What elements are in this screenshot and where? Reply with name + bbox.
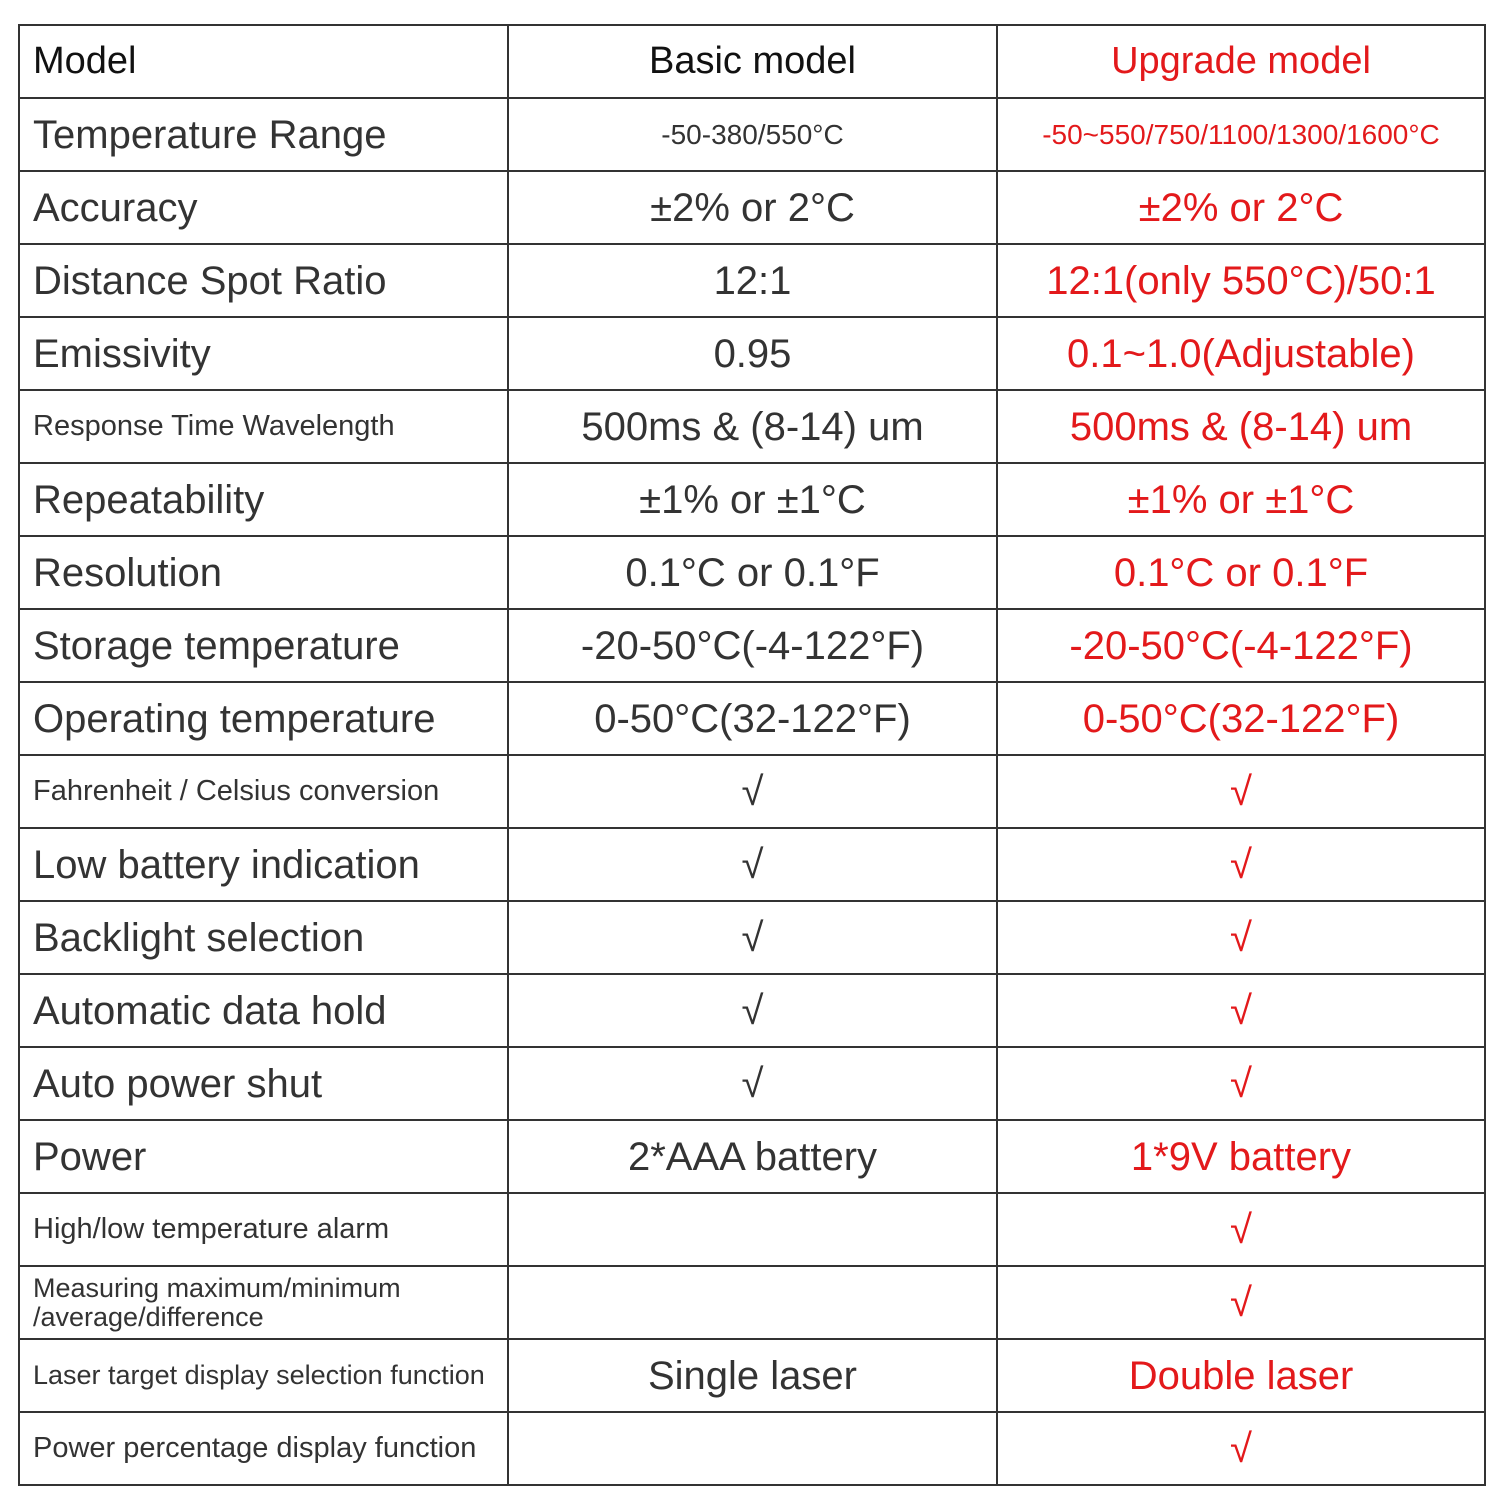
row-label: Storage temperature	[18, 608, 509, 683]
cell: ±2% or 2°C	[507, 170, 998, 245]
cell: Double laser	[996, 1338, 1486, 1413]
row-label: Resolution	[18, 535, 509, 610]
row-label: Temperature Range	[18, 97, 509, 172]
cell: -20-50°C(-4-122°F)	[507, 608, 998, 683]
row-label: Fahrenheit / Celsius conversion	[18, 754, 509, 829]
cell: √	[507, 900, 998, 975]
cell: √	[996, 1411, 1486, 1486]
table-row: Power 2*AAA battery 1*9V battery	[18, 1119, 1486, 1194]
table-row: Low battery indication √ √	[18, 827, 1486, 902]
cell: 0-50°C(32-122°F)	[996, 681, 1486, 756]
row-label: Repeatability	[18, 462, 509, 537]
row-label: Automatic data hold	[18, 973, 509, 1048]
cell: √	[507, 973, 998, 1048]
row-label: Measuring maximum/minimum /average/diffe…	[18, 1265, 509, 1340]
table-row: Distance Spot Ratio 12:1 12:1(only 550°C)/…	[18, 243, 1486, 318]
cell: √	[996, 1265, 1486, 1340]
cell: ±1% or ±1°C	[507, 462, 998, 537]
cell: 12:1(only 550°C)/50:1	[996, 243, 1486, 318]
cell: 2*AAA battery	[507, 1119, 998, 1194]
header-cell: Basic model	[507, 24, 998, 99]
cell: 500ms & (8-14) um	[507, 389, 998, 464]
cell	[507, 1411, 998, 1486]
cell: 0.1°C or 0.1°F	[507, 535, 998, 610]
cell: √	[996, 973, 1486, 1048]
table-row: Auto power shut √ √	[18, 1046, 1486, 1121]
cell: √	[996, 900, 1486, 975]
cell: √	[507, 754, 998, 829]
row-label: Laser target display selection function	[18, 1338, 509, 1413]
row-label: Response Time Wavelength	[18, 389, 509, 464]
cell: 1*9V battery	[996, 1119, 1486, 1194]
row-label: Accuracy	[18, 170, 509, 245]
table-row: Temperature Range -50-380/550°C -50~550/75…	[18, 97, 1486, 172]
cell	[507, 1265, 998, 1340]
row-label: Power percentage display function	[18, 1411, 509, 1486]
row-label: Distance Spot Ratio	[18, 243, 509, 318]
row-label: Low battery indication	[18, 827, 509, 902]
table-row: Power percentage display function √	[18, 1411, 1486, 1486]
table-body: Model Basic model Upgrade model Temperat…	[18, 24, 1486, 1486]
table-row: Response Time Wavelength 500ms & (8-14) u…	[18, 389, 1486, 464]
table-row: Operating temperature 0-50°C(32-122°F) 0-5…	[18, 681, 1486, 756]
table-row: Automatic data hold √ √	[18, 973, 1486, 1048]
header-cell: Upgrade model	[996, 24, 1486, 99]
row-label: Backlight selection	[18, 900, 509, 975]
cell: 0-50°C(32-122°F)	[507, 681, 998, 756]
table-row: Measuring maximum/minimum /average/diffe…	[18, 1265, 1486, 1340]
cell: -50~550/750/1100/1300/1600°C	[996, 97, 1486, 172]
cell: Single laser	[507, 1338, 998, 1413]
table-row: Storage temperature -20-50°C(-4-122°F) -20…	[18, 608, 1486, 683]
cell: -50-380/550°C	[507, 97, 998, 172]
cell: √	[996, 827, 1486, 902]
table-row: High/low temperature alarm √	[18, 1192, 1486, 1267]
cell: 0.1~1.0(Adjustable)	[996, 316, 1486, 391]
cell: ±1% or ±1°C	[996, 462, 1486, 537]
comparison-table: Model Basic model Upgrade model Temperat…	[18, 24, 1486, 1486]
table-row: Laser target display selection function S…	[18, 1338, 1486, 1413]
table-row: Accuracy ±2% or 2°C ±2% or 2°C	[18, 170, 1486, 245]
row-label: Emissivity	[18, 316, 509, 391]
header-row: Model Basic model Upgrade model	[18, 24, 1486, 99]
table-row: Backlight selection √ √	[18, 900, 1486, 975]
cell: 0.95	[507, 316, 998, 391]
cell: √	[507, 1046, 998, 1121]
row-label: Auto power shut	[18, 1046, 509, 1121]
cell: ±2% or 2°C	[996, 170, 1486, 245]
cell: 0.1°C or 0.1°F	[996, 535, 1486, 610]
cell: √	[996, 1046, 1486, 1121]
cell	[507, 1192, 998, 1267]
cell: -20-50°C(-4-122°F)	[996, 608, 1486, 683]
header-cell: Model	[18, 24, 509, 99]
row-label: Power	[18, 1119, 509, 1194]
table-row: Emissivity 0.95 0.1~1.0(Adjustable)	[18, 316, 1486, 391]
row-label: Operating temperature	[18, 681, 509, 756]
cell: 12:1	[507, 243, 998, 318]
table-row: Fahrenheit / Celsius conversion √ √	[18, 754, 1486, 829]
table-row: Resolution 0.1°C or 0.1°F 0.1°C or 0.1°F	[18, 535, 1486, 610]
cell: 500ms & (8-14) um	[996, 389, 1486, 464]
cell: √	[996, 1192, 1486, 1267]
table-row: Repeatability ±1% or ±1°C ±1% or ±1°C	[18, 462, 1486, 537]
cell: √	[996, 754, 1486, 829]
cell: √	[507, 827, 998, 902]
row-label: High/low temperature alarm	[18, 1192, 509, 1267]
